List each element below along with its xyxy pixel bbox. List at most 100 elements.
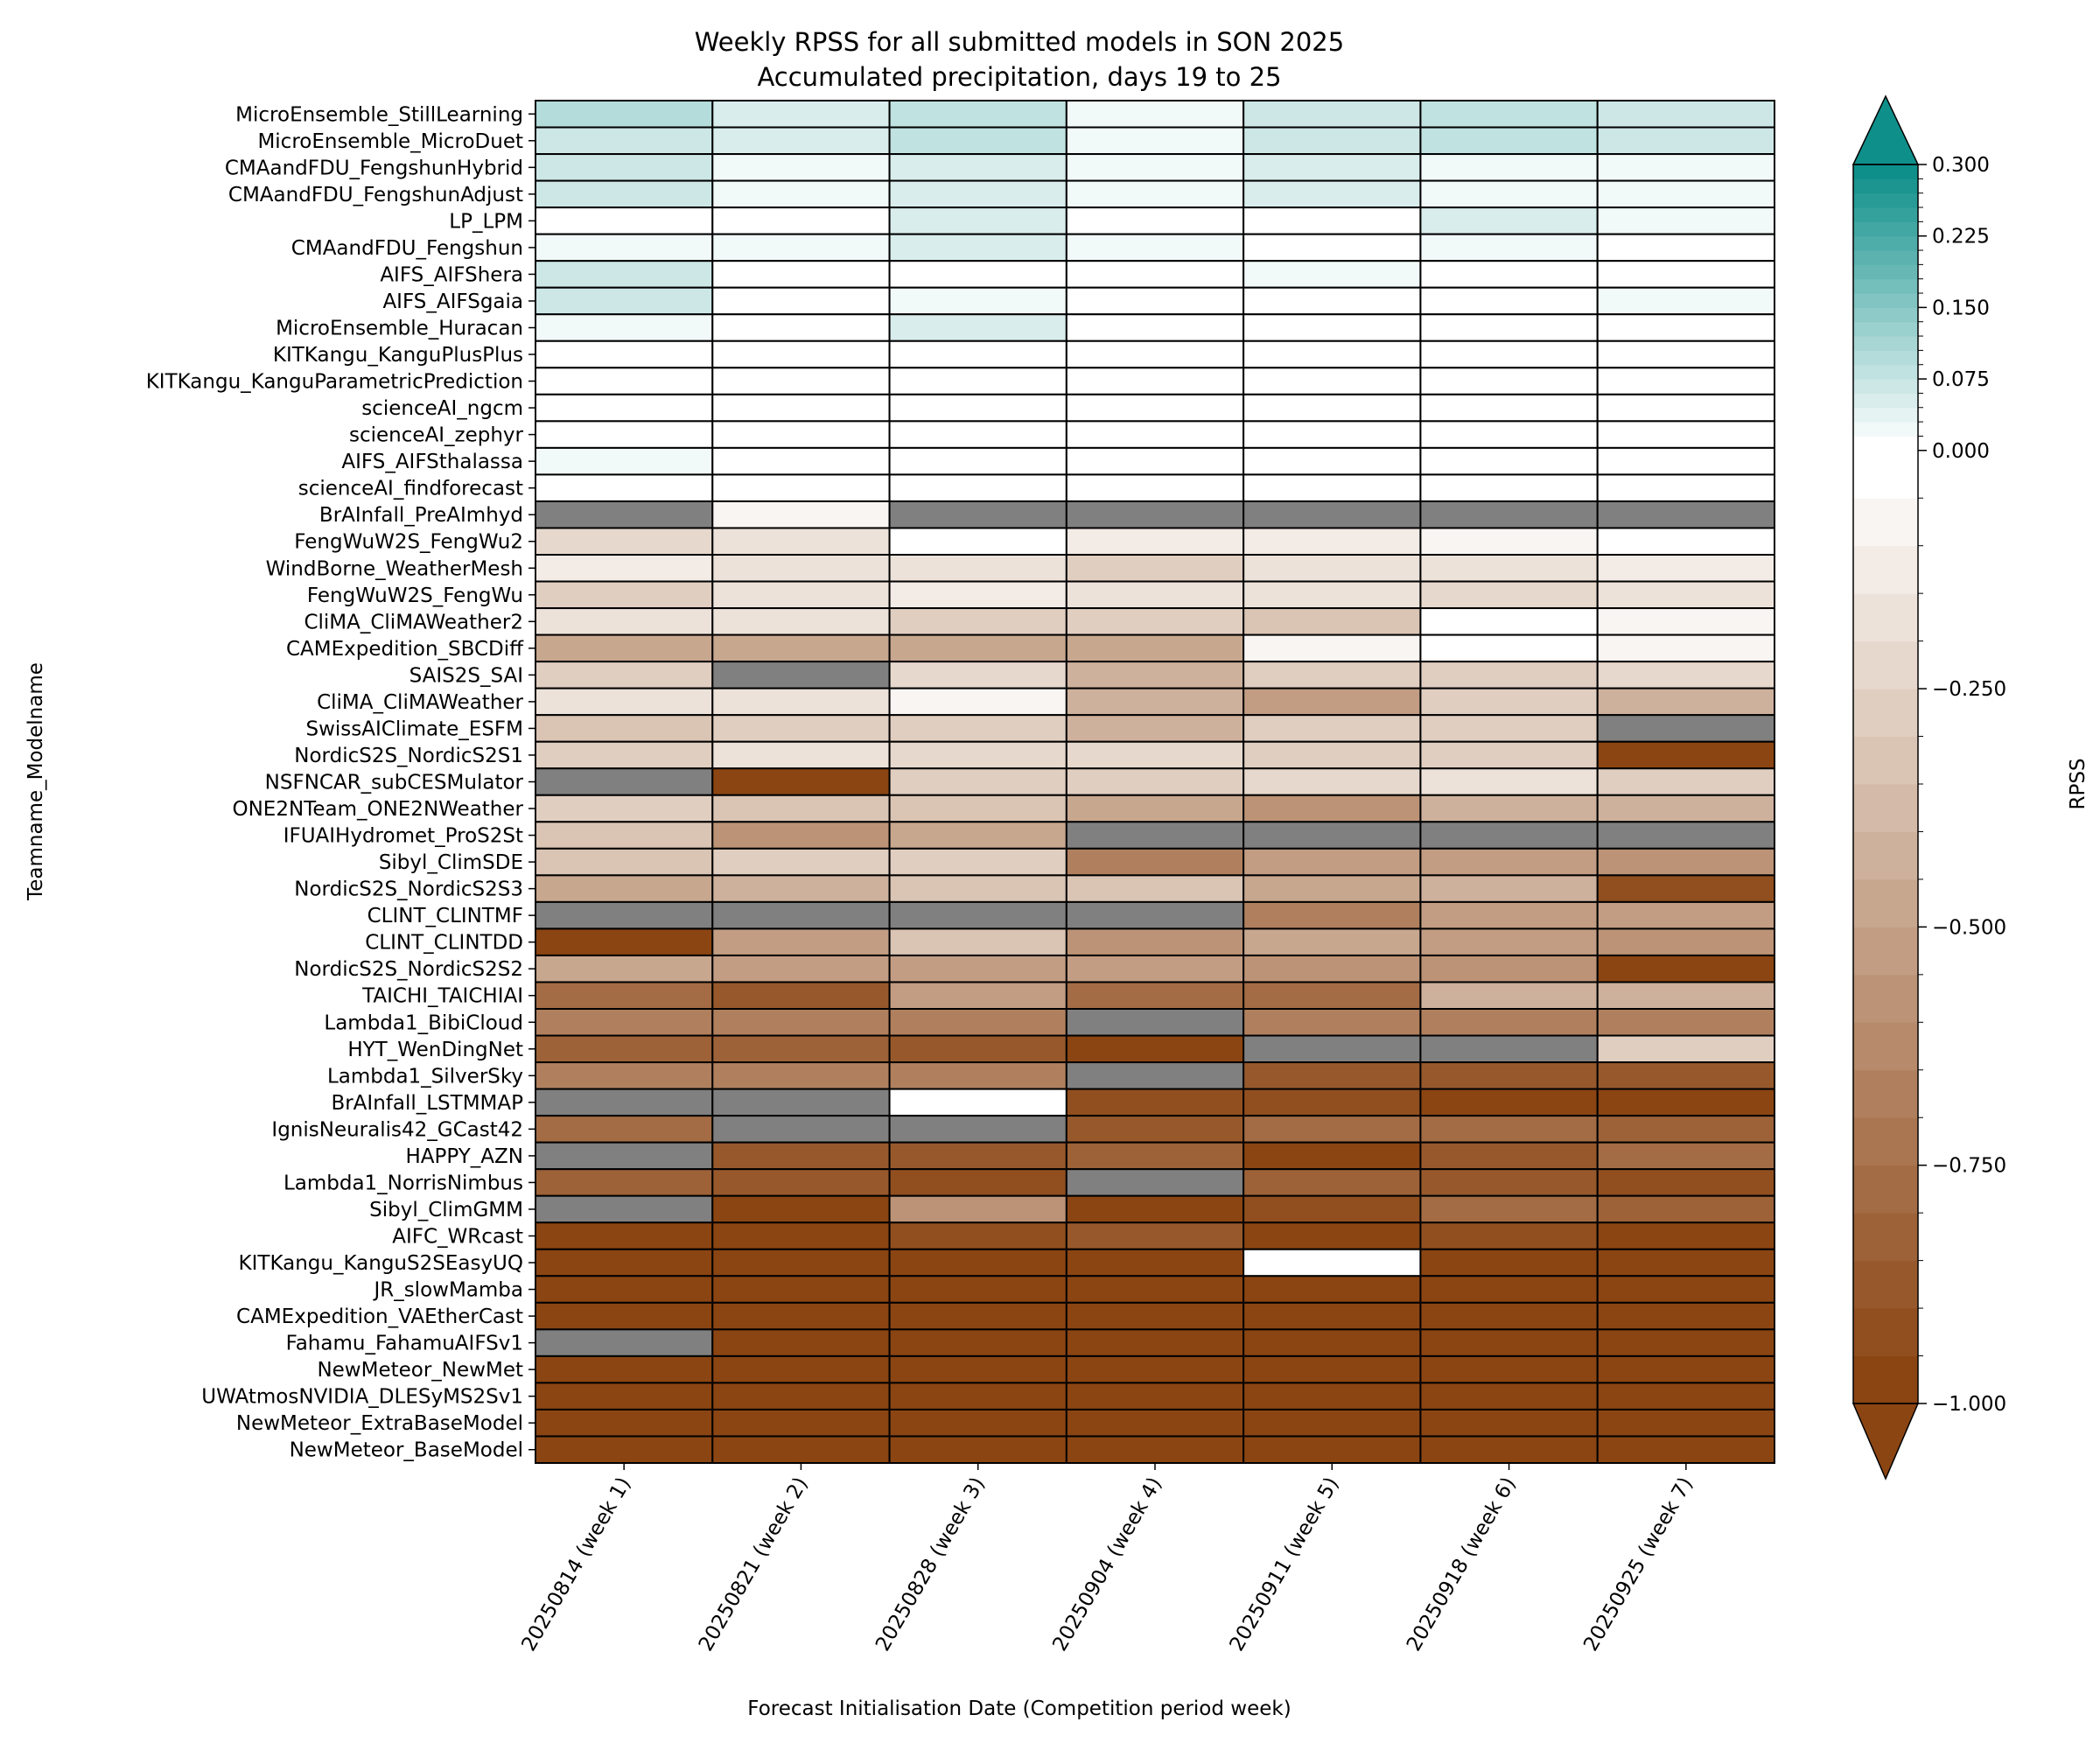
heatmap-cell	[535, 847, 714, 877]
heatmap-cell	[1065, 179, 1245, 209]
heatmap-cell	[535, 1301, 714, 1331]
heatmap-cell	[1242, 767, 1422, 796]
heatmap-cell	[888, 1435, 1068, 1464]
heatmap-cell	[888, 607, 1068, 636]
heatmap-cell	[1596, 1248, 1775, 1278]
heatmap-cell	[535, 313, 714, 342]
heatmap-cell	[711, 1194, 891, 1224]
heatmap-cell	[888, 900, 1068, 930]
heatmap-cell	[1065, 393, 1245, 423]
heatmap-cell	[711, 874, 891, 903]
heatmap-cell	[1596, 1194, 1775, 1224]
colorbar-bin	[1853, 178, 1918, 194]
heatmap-cell	[1419, 100, 1599, 129]
heatmap-cell	[1065, 1194, 1245, 1224]
heatmap-cell	[888, 500, 1068, 529]
heatmap-cell	[1419, 420, 1599, 449]
colorbar-bin	[1853, 235, 1918, 251]
heatmap-cell	[711, 767, 891, 796]
heatmap-cell	[1242, 1328, 1422, 1357]
heatmap-cell	[1596, 1061, 1775, 1090]
heatmap-cell	[535, 900, 714, 930]
heatmap-cell	[1596, 928, 1775, 956]
heatmap-cell	[1242, 340, 1422, 369]
colorbar-bin	[1853, 436, 1918, 452]
heatmap-cell	[888, 313, 1068, 342]
heatmap-cell	[535, 1382, 714, 1410]
heatmap-cell	[711, 1354, 891, 1384]
heatmap-cell	[1065, 634, 1245, 663]
heatmap-cell	[1419, 1008, 1599, 1037]
x-axis-label: Forecast Initialisation Date (Competitio…	[747, 1698, 1291, 1720]
colorbar-bin	[1853, 1022, 1918, 1071]
heatmap-cell	[888, 367, 1068, 396]
heatmap-cell	[888, 954, 1068, 984]
colorbar-bin	[1853, 1165, 1918, 1214]
heatmap-cell	[711, 367, 891, 396]
y-tick-label: IFUAIHydromet_ProS2St	[284, 825, 523, 848]
heatmap-cell	[888, 1061, 1068, 1090]
heatmap-cell	[1242, 580, 1422, 610]
heatmap-cell	[1242, 740, 1422, 770]
y-tick-label: Lambda1_NorrisNimbus	[284, 1172, 523, 1194]
heatmap-cell	[711, 420, 891, 449]
heatmap-cell	[1596, 874, 1775, 903]
heatmap-cell	[711, 900, 891, 930]
heatmap-cell	[711, 928, 891, 956]
y-tick-label: HAPPY_AZN	[405, 1145, 523, 1168]
heatmap-cell	[1242, 446, 1422, 476]
heatmap-cell	[1419, 1301, 1599, 1331]
heatmap-cell	[1596, 1222, 1775, 1250]
heatmap-cell	[1419, 1034, 1599, 1064]
heatmap-cell	[1419, 340, 1599, 369]
heatmap-cell	[1419, 661, 1599, 690]
heatmap-cell	[711, 634, 891, 663]
heatmap-cell	[1065, 473, 1245, 502]
colorbar-tick-label: −1.000	[1932, 1393, 2006, 1416]
heatmap-cell	[711, 821, 891, 850]
colorbar-bin	[1853, 1117, 1918, 1166]
heatmap-cell	[1596, 1275, 1775, 1304]
heatmap-cell	[1419, 1435, 1599, 1464]
heatmap-cell	[1242, 714, 1422, 743]
heatmap-cell	[1065, 687, 1245, 717]
heatmap-cell	[888, 1275, 1068, 1304]
heatmap-cell	[711, 981, 891, 1010]
y-tick-label: NordicS2S_NordicS2S1	[294, 745, 523, 767]
y-tick-label: Sibyl_ClimSDE	[379, 851, 523, 874]
y-tick-label: AIFS_AIFShera	[380, 263, 523, 286]
heatmap-cell	[1242, 527, 1422, 556]
heatmap-cell	[535, 1168, 714, 1197]
heatmap-cell	[535, 1194, 714, 1224]
heatmap-cell	[1596, 126, 1775, 156]
heatmap-cell	[1242, 634, 1422, 663]
colorbar-bin	[1853, 164, 1918, 179]
heatmap-cell	[888, 794, 1068, 823]
heatmap-cell	[1419, 179, 1599, 209]
y-tick-label: scienceAI_zephyr	[349, 424, 524, 447]
heatmap-cell	[888, 233, 1068, 262]
heatmap-cell	[535, 260, 714, 289]
heatmap-cell	[535, 340, 714, 369]
heatmap-cell	[1242, 1061, 1422, 1090]
colorbar-bin	[1853, 498, 1918, 547]
y-tick-label: NordicS2S_NordicS2S2	[294, 958, 523, 981]
heatmap-cell	[1596, 900, 1775, 930]
y-tick-label: Sibyl_ClimGMM	[369, 1199, 523, 1222]
heatmap-cell	[1596, 1354, 1775, 1384]
heatmap-cell	[535, 420, 714, 449]
heatmap-cell	[535, 527, 714, 556]
y-axis-label: Teamname_Modelname	[24, 662, 47, 901]
heatmap-cell	[1065, 714, 1245, 743]
heatmap-cell	[711, 1328, 891, 1357]
heatmap-cell	[1065, 1382, 1245, 1410]
heatmap-cell	[1419, 767, 1599, 796]
heatmap-cell	[1065, 847, 1245, 877]
heatmap-cell	[1596, 100, 1775, 129]
heatmap-cell	[711, 714, 891, 743]
heatmap-cell	[535, 446, 714, 476]
heatmap-cell	[1419, 1088, 1599, 1117]
heatmap-cell	[1242, 607, 1422, 636]
heatmap-cell	[1242, 900, 1422, 930]
heatmap-cell	[888, 714, 1068, 743]
